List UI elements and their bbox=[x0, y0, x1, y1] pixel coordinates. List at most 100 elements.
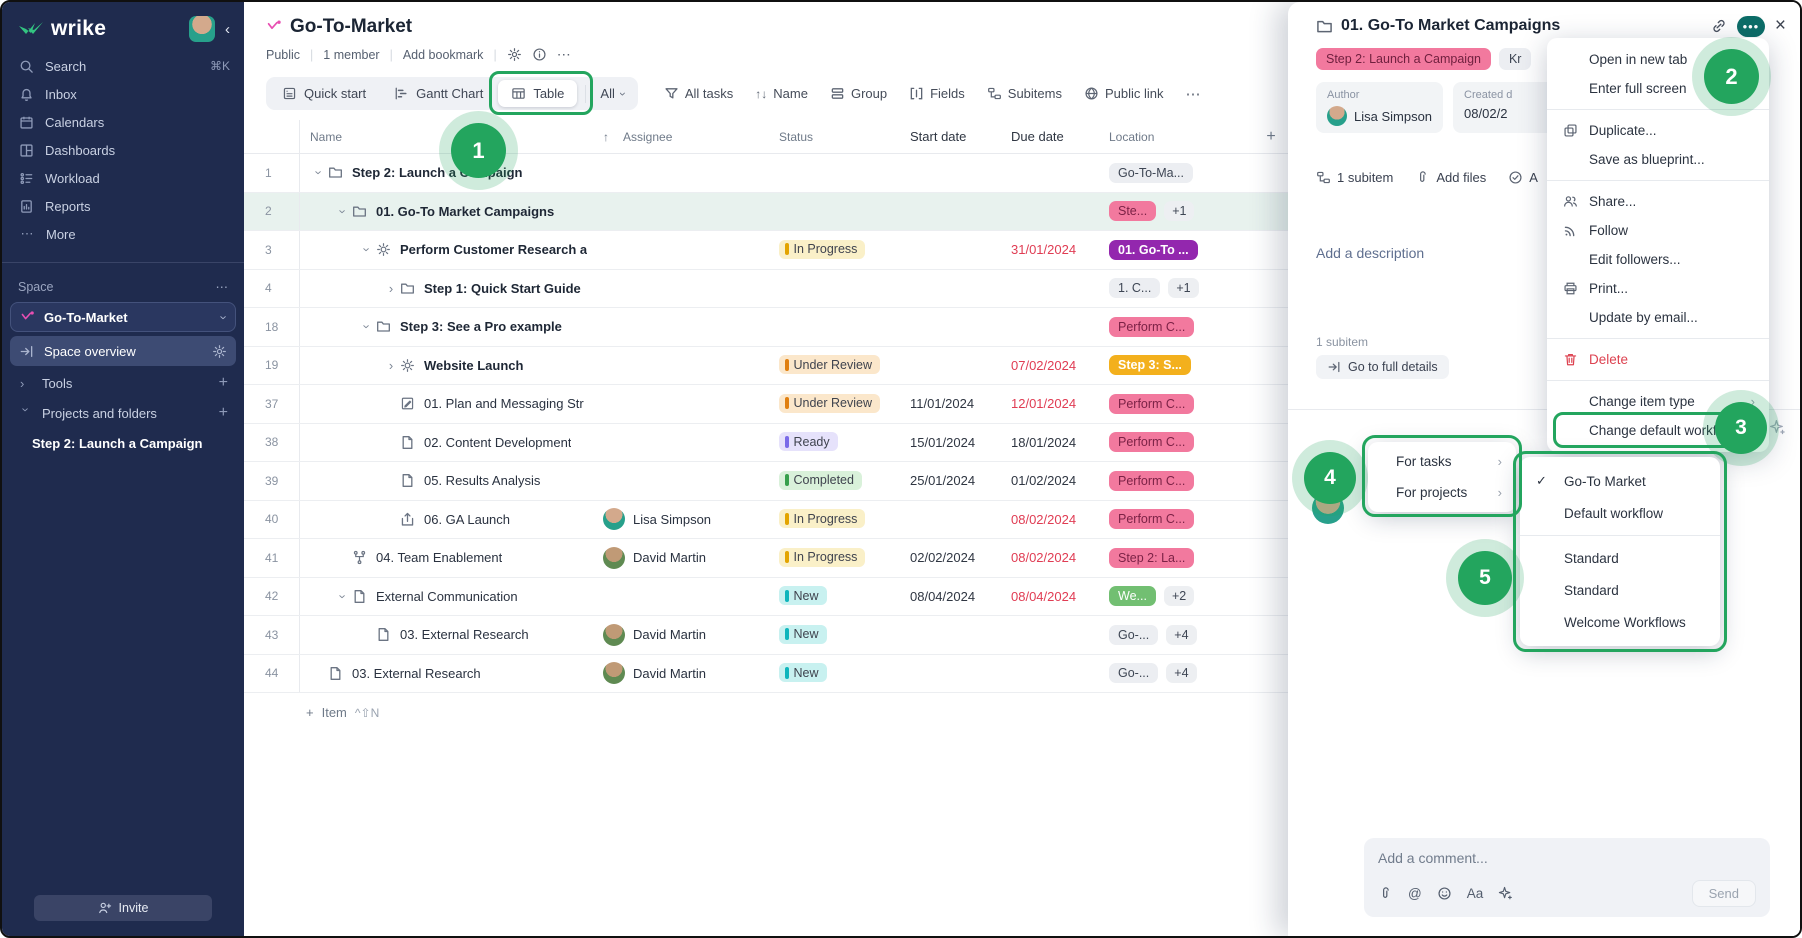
workflow-option-default-workflow-1[interactable]: Default workflow bbox=[1520, 497, 1720, 529]
filter-name[interactable]: ↑↓ Name bbox=[755, 86, 808, 101]
status-badge[interactable]: New bbox=[779, 624, 827, 644]
location-cell[interactable]: 1. C... +1 bbox=[1109, 278, 1800, 299]
task-name[interactable]: 03. External Research bbox=[400, 627, 529, 643]
space-more-icon[interactable]: ⋯ bbox=[215, 280, 229, 294]
header-start-date[interactable]: Start date bbox=[910, 129, 967, 144]
start-date-cell[interactable]: 08/04/2024 bbox=[910, 588, 976, 604]
header-due-date[interactable]: Due date bbox=[1011, 129, 1064, 144]
user-avatar[interactable] bbox=[189, 16, 215, 42]
due-date-cell[interactable]: 18/01/2024 bbox=[1011, 434, 1077, 450]
task-name[interactable]: Perform Customer Research a bbox=[400, 242, 588, 258]
mention-icon[interactable]: @ bbox=[1408, 886, 1422, 901]
location-chip[interactable]: Go-... bbox=[1109, 624, 1159, 645]
subitems-button[interactable]: 1 subitem bbox=[1316, 170, 1393, 185]
location-chip[interactable]: Perform C... bbox=[1109, 509, 1195, 530]
go-to-full-details-button[interactable]: Go to full details bbox=[1316, 355, 1449, 379]
add-tool-icon[interactable]: + bbox=[218, 374, 228, 391]
task-name[interactable]: 03. External Research bbox=[352, 665, 481, 681]
start-date-cell[interactable]: 15/01/2024 bbox=[910, 434, 976, 450]
menu-item-delete[interactable]: Delete bbox=[1547, 345, 1769, 374]
sidebar-item-search[interactable]: Search ⌘K bbox=[2, 52, 244, 80]
table-row[interactable]: 41 04. Team Enablement David Martin In P… bbox=[244, 539, 1800, 578]
sidebar-item-reports[interactable]: Reports bbox=[2, 192, 244, 220]
location-chip[interactable]: 1. C... bbox=[1109, 278, 1161, 299]
location-chip[interactable]: We... bbox=[1109, 586, 1156, 607]
task-name[interactable]: Website Launch bbox=[424, 357, 524, 373]
table-row[interactable]: 44 03. External Research David Martin Ne… bbox=[244, 654, 1800, 693]
menu-item-share[interactable]: Share... bbox=[1547, 187, 1769, 216]
status-badge[interactable]: Completed bbox=[779, 470, 862, 490]
workflow-option-go-to-market-0[interactable]: ✓ Go-To Market bbox=[1520, 465, 1720, 497]
sidebar-collapse-icon[interactable]: ‹ bbox=[225, 20, 230, 38]
item-type-dropdown[interactable]: All › bbox=[594, 80, 634, 107]
location-chip[interactable]: Step 3: S... bbox=[1109, 355, 1191, 376]
sidebar-item-calendars[interactable]: Calendars bbox=[2, 108, 244, 136]
sidebar-item-go-to-market[interactable]: Go-To-Market › bbox=[10, 302, 236, 332]
status-cell[interactable]: Completed bbox=[779, 470, 910, 492]
task-name[interactable]: External Communication bbox=[376, 588, 518, 604]
assignee-cell[interactable]: David Martin bbox=[603, 623, 779, 646]
expander-chevron-down-icon[interactable]: › bbox=[359, 247, 375, 252]
location-chip[interactable]: Perform C... bbox=[1109, 393, 1195, 414]
status-badge[interactable]: In Progress bbox=[779, 509, 866, 528]
table-row[interactable]: 39 05. Results Analysis Completed 25/01/… bbox=[244, 462, 1800, 501]
assignee-cell[interactable]: Lisa Simpson bbox=[603, 508, 779, 531]
status-badge[interactable]: In Progress bbox=[779, 239, 866, 259]
sidebar-item-step2-campaign[interactable]: Step 2: Launch a Campaign bbox=[2, 428, 244, 458]
location-extra-badge[interactable]: +1 bbox=[1168, 278, 1199, 299]
task-name[interactable]: Step 3: See a Pro example bbox=[400, 319, 562, 335]
parent-tag[interactable]: Step 2: Launch a Campaign bbox=[1316, 48, 1491, 70]
task-name[interactable]: Step 1: Quick Start Guide bbox=[424, 280, 581, 296]
status-cell[interactable]: In Progress bbox=[779, 547, 910, 569]
workflow-option-standard-3[interactable]: Standard bbox=[1520, 542, 1720, 574]
status-badge[interactable]: Under Review bbox=[779, 355, 881, 374]
filter-all-tasks[interactable]: All tasks bbox=[664, 86, 733, 101]
status-badge[interactable]: New bbox=[779, 586, 827, 605]
menu-item-enter-full-screen[interactable]: Enter full screen bbox=[1547, 74, 1769, 103]
status-badge[interactable]: Ready bbox=[779, 432, 838, 451]
table-row[interactable]: 38 02. Content Development Ready 15/01/2… bbox=[244, 423, 1800, 462]
status-cell[interactable]: New bbox=[779, 586, 910, 607]
comment-input[interactable]: Add a comment... bbox=[1378, 850, 1488, 866]
location-chip[interactable]: Perform C... bbox=[1109, 316, 1195, 337]
filter-group[interactable]: Group bbox=[830, 86, 887, 101]
location-extra-badge[interactable]: +1 bbox=[1164, 201, 1195, 222]
filter-fields[interactable]: Fields bbox=[909, 86, 965, 101]
location-cell[interactable]: Step 3: S... bbox=[1109, 355, 1800, 376]
status-cell[interactable]: In Progress bbox=[779, 509, 910, 530]
toolbar-more-icon[interactable]: ⋯ bbox=[1185, 85, 1202, 103]
assignee-cell[interactable]: David Martin bbox=[603, 662, 779, 685]
location-cell[interactable]: Go-... +4 bbox=[1109, 663, 1800, 684]
submenu-item-for-tasks[interactable]: For tasks › bbox=[1368, 446, 1516, 477]
location-cell[interactable]: Go-To-Ma... bbox=[1109, 162, 1800, 183]
close-icon[interactable]: × bbox=[1774, 15, 1786, 36]
table-row[interactable]: 43 03. External Research David Martin Ne… bbox=[244, 616, 1800, 655]
view-tab-gantt-chart[interactable]: Gantt Chart bbox=[381, 80, 496, 107]
menu-item-duplicate[interactable]: Duplicate... bbox=[1547, 116, 1769, 145]
menu-item-edit-followers[interactable]: Edit followers... bbox=[1547, 245, 1769, 274]
location-extra-badge[interactable]: +4 bbox=[1166, 663, 1197, 684]
location-cell[interactable]: Perform C... bbox=[1109, 509, 1800, 530]
location-chip[interactable]: Step 2: La... bbox=[1109, 547, 1195, 568]
filter-public-link[interactable]: Public link bbox=[1084, 86, 1164, 101]
start-date-cell[interactable]: 11/01/2024 bbox=[910, 396, 975, 412]
location-cell[interactable]: Perform C... bbox=[1109, 470, 1800, 491]
due-date-cell[interactable]: 08/04/2024 bbox=[1011, 588, 1077, 604]
view-tab-table[interactable]: Table bbox=[498, 80, 578, 107]
menu-item-open-in-new-tab[interactable]: Open in new tab bbox=[1547, 45, 1769, 74]
sidebar-item-inbox[interactable]: Inbox bbox=[2, 80, 244, 108]
status-badge[interactable]: New bbox=[779, 663, 827, 682]
task-name[interactable]: 01. Plan and Messaging Str bbox=[424, 396, 584, 412]
table-row[interactable]: 19 › Website Launch Under Review 07/02/2… bbox=[244, 346, 1800, 385]
add-column-icon[interactable]: + bbox=[1266, 127, 1276, 145]
sidebar-item-projects-folders[interactable]: › Projects and folders + bbox=[2, 398, 244, 428]
location-extra-badge[interactable]: +4 bbox=[1166, 624, 1197, 645]
header-name[interactable]: Name bbox=[299, 120, 603, 153]
due-date-cell[interactable]: 08/02/2024 bbox=[1011, 511, 1077, 527]
location-cell[interactable]: Ste... +1 bbox=[1109, 201, 1800, 222]
add-item-row[interactable]: + Item ^⇧N bbox=[244, 693, 1800, 720]
expander-chevron-right-icon[interactable]: › bbox=[388, 357, 394, 373]
header-status[interactable]: Status bbox=[779, 129, 814, 144]
menu-item-follow[interactable]: Follow bbox=[1547, 216, 1769, 245]
location-cell[interactable]: We... +2 bbox=[1109, 586, 1800, 607]
